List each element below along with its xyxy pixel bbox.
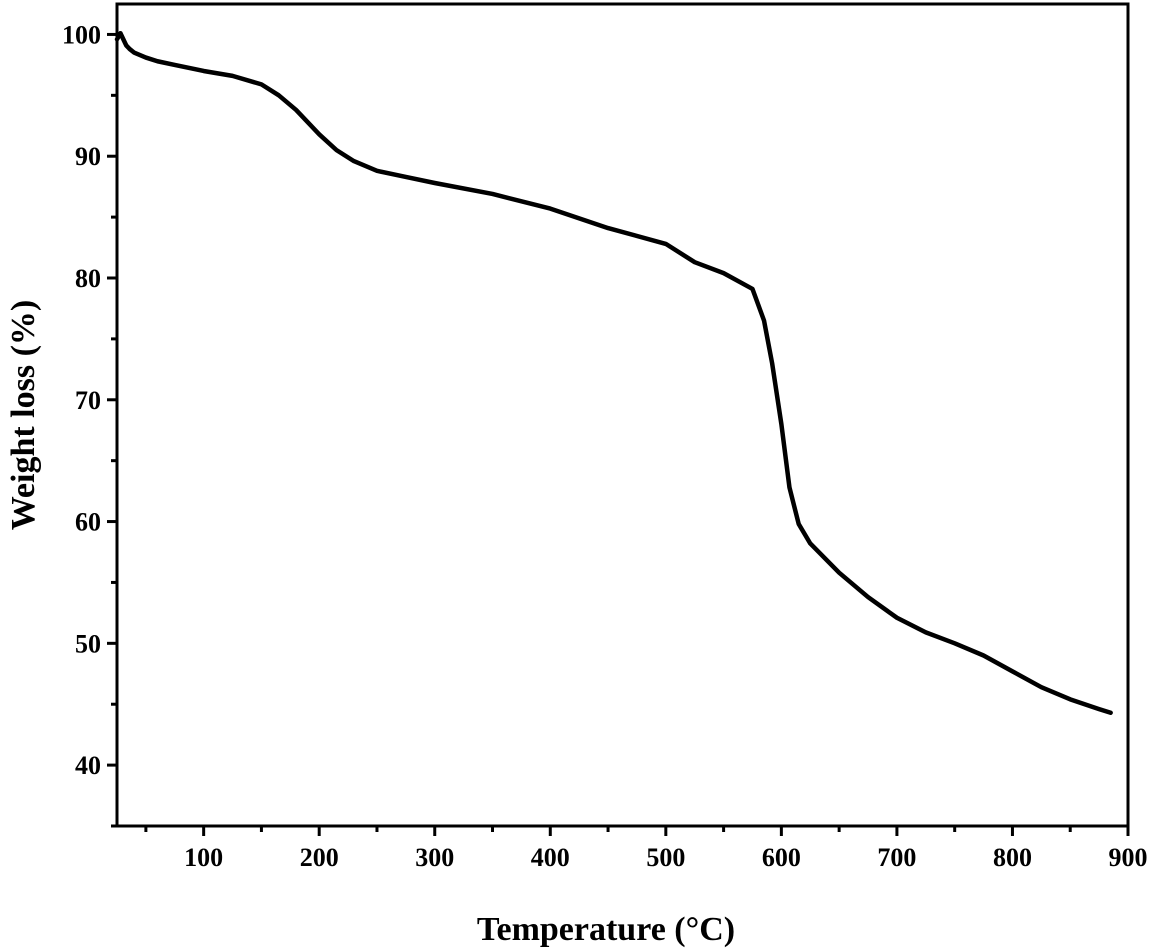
- y-tick-label: 70: [75, 386, 101, 415]
- y-tick-label: 90: [75, 142, 101, 171]
- x-tick-label: 500: [646, 843, 685, 872]
- x-tick-label: 400: [531, 843, 570, 872]
- y-tick-label: 100: [62, 20, 101, 49]
- x-tick-label: 300: [415, 843, 454, 872]
- y-tick-label: 60: [75, 508, 101, 537]
- weight-loss-curve: [114, 30, 1113, 715]
- y-axis-title: Weight loss (%): [5, 300, 42, 530]
- x-tick-label: 800: [993, 843, 1032, 872]
- x-axis-title: Temperature (°C): [477, 911, 735, 948]
- tick-labels-layer: 100 200 300 400 500 600 700 800 900 40 50 60 70 80 90 1…: [62, 20, 1148, 872]
- x-tick-label: 700: [877, 843, 916, 872]
- y-tick-label: 40: [75, 751, 101, 780]
- x-tick-label: 100: [184, 843, 223, 872]
- x-tick-label: 600: [762, 843, 801, 872]
- y-tick-label: 80: [75, 264, 101, 293]
- ticks-layer: [107, 32, 1130, 836]
- x-tick-label: 900: [1109, 843, 1148, 872]
- plot-frame: [115, 2, 1130, 828]
- x-tick-label: 200: [300, 843, 339, 872]
- y-tick-label: 50: [75, 629, 101, 658]
